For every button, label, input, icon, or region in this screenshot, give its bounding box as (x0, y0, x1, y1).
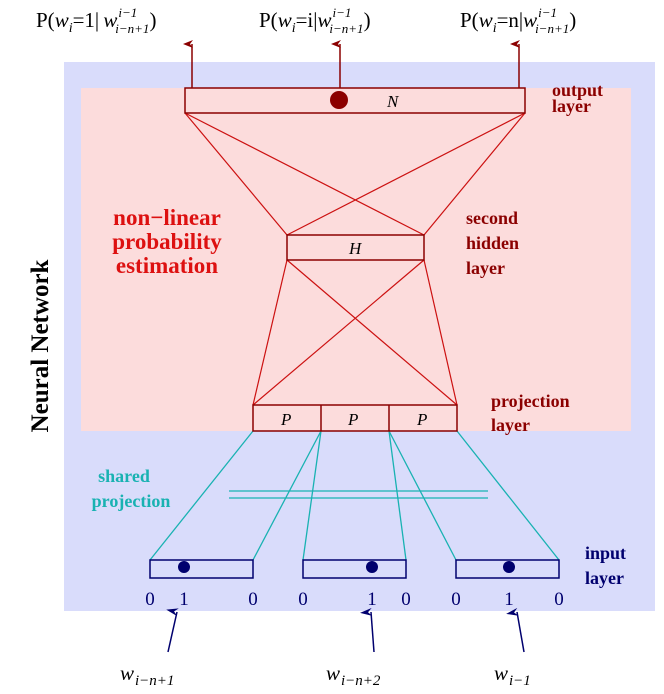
input-arrow-2 (360, 607, 375, 653)
input-2-left-digit: 0 (298, 589, 308, 610)
input-3-mid-digit: 1 (504, 589, 514, 610)
input-word-2: wi−n+2 (326, 661, 381, 689)
input-1-mid-digit: 1 (179, 589, 189, 610)
projection-cell-3: P (416, 410, 427, 429)
input-active-node-3 (503, 561, 515, 573)
projection-cell-1: P (280, 410, 291, 429)
input-box-1 (149, 559, 254, 579)
input-active-node-1 (178, 561, 190, 573)
output-hidden-connections (184, 112, 526, 236)
estimation-label: non−linear probability estimation (112, 205, 222, 278)
input-arrow-1 (166, 608, 179, 653)
hidden-layer-label: second hidden layer (466, 208, 519, 278)
output-layer-label: output layer (552, 80, 603, 116)
projection-cell-2: P (347, 410, 358, 429)
output-active-node (330, 91, 348, 109)
output-layer-box-label: N (386, 92, 400, 111)
projection-layer-label: projection layer (491, 391, 570, 435)
input-box-2 (302, 559, 407, 579)
input-1-left-digit: 0 (145, 589, 155, 610)
input-3-left-digit: 0 (451, 589, 461, 610)
output-probability-2: P(wi=i|wi−1 i−n+1) (259, 5, 371, 36)
neural-network-label: Neural Network (27, 259, 54, 432)
input-box-3 (455, 559, 560, 579)
input-2-mid-digit: 1 (367, 589, 377, 610)
output-probability-3: P(wi=n|wi−1 i−n+1) (460, 5, 576, 36)
hidden-projection-connections (252, 259, 458, 406)
input-active-node-2 (366, 561, 378, 573)
input-1-right-digit: 0 (248, 589, 258, 610)
hidden-layer-box (286, 234, 425, 261)
input-2-right-digit: 0 (401, 589, 411, 610)
output-probability-1: P(wi=1| wi−1 i−n+1) (36, 5, 156, 36)
hidden-layer-box-label: H (348, 239, 363, 258)
input-word-1: wi−n+1 (120, 661, 174, 689)
input-3-right-digit: 0 (554, 589, 564, 610)
input-arrow-3 (506, 607, 525, 653)
input-digits: 0 1 0 0 1 0 0 1 0 (145, 589, 564, 610)
shared-projection-connections (149, 430, 560, 561)
projection-layer-box (252, 404, 458, 432)
output-layer-box (184, 87, 526, 114)
input-word-3: wi−1 (494, 661, 531, 689)
shared-projection-label: shared projection (92, 466, 171, 511)
input-layer-label: input layer (585, 543, 626, 588)
